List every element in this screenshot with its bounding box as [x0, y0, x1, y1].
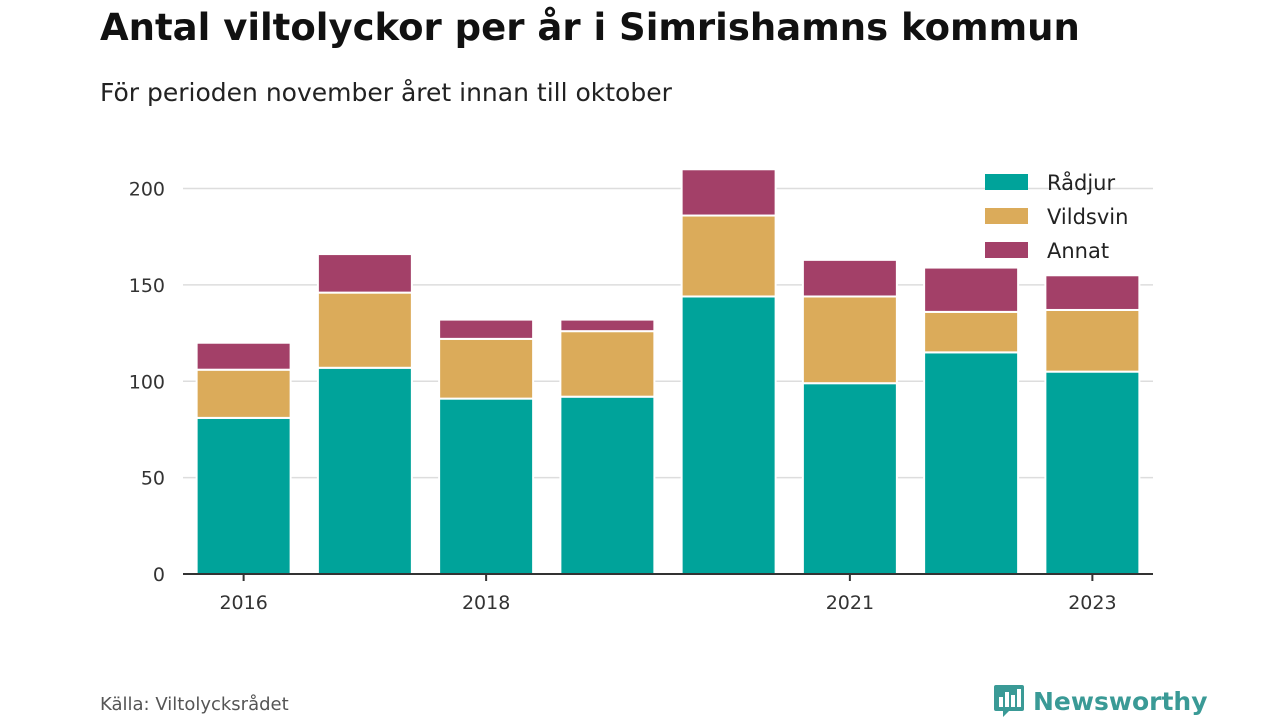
- bar-segment-annat-2018: [438, 318, 535, 340]
- brand-logo[interactable]: Newsworthy: [993, 683, 1208, 719]
- y-tick-label: 200: [129, 179, 165, 201]
- bar-segment-annat-2022: [923, 266, 1020, 313]
- y-tick-label: 0: [153, 564, 165, 586]
- legend-swatch-annat: [985, 242, 1028, 258]
- bar-segment-annat-2019: [559, 318, 656, 333]
- legend-swatch-r-djur: [985, 174, 1028, 190]
- y-tick-label: 50: [141, 468, 165, 490]
- legend: Rådjur Vildsvin Annat: [985, 170, 1128, 263]
- bar-segment-vildsvin-2023: [1044, 308, 1141, 373]
- bar-segment-vildsvin-2017: [316, 291, 413, 369]
- newsworthy-logo-icon: [994, 685, 1024, 717]
- x-tick-label: 2021: [826, 592, 874, 614]
- bar-segment-r-djur-2020: [680, 295, 777, 575]
- bar-segment-annat-2021: [801, 258, 898, 298]
- bar-segment-vildsvin-2016: [195, 368, 292, 419]
- legend-label: Annat: [1047, 239, 1109, 263]
- bar-segment-r-djur-2017: [316, 366, 413, 576]
- bar-segment-vildsvin-2021: [801, 295, 898, 385]
- source-note: Källa: Viltolycksrådet: [100, 694, 289, 715]
- bar-segment-annat-2016: [195, 341, 292, 371]
- x-tick-label: 2016: [219, 592, 267, 614]
- legend-label: Rådjur: [1047, 170, 1115, 195]
- brand-name: Newsworthy: [1033, 686, 1208, 716]
- bar-segment-r-djur-2019: [559, 395, 656, 576]
- chart-subtitle: För perioden november året innan till ok…: [100, 78, 672, 107]
- bar-segment-vildsvin-2019: [559, 330, 656, 398]
- axes: 0 50 100 150 200 2016 2018 2021 2023: [129, 179, 1153, 614]
- x-tick-label: 2018: [462, 592, 510, 614]
- bar-segment-annat-2017: [316, 253, 413, 294]
- y-tick-label: 150: [129, 275, 165, 297]
- bar-segment-vildsvin-2018: [438, 337, 535, 400]
- bar-segment-r-djur-2016: [195, 416, 292, 575]
- bar-segment-r-djur-2021: [801, 382, 898, 576]
- y-tick-label: 100: [129, 371, 165, 393]
- chart-title: Antal viltolyckor per år i Simrishamns k…: [100, 6, 1080, 49]
- bars: [195, 168, 1141, 576]
- legend-swatch-vildsvin: [985, 208, 1028, 224]
- bar-segment-annat-2020: [680, 168, 777, 217]
- bar-segment-r-djur-2018: [438, 397, 535, 576]
- bar-segment-vildsvin-2020: [680, 214, 777, 298]
- legend-label: Vildsvin: [1047, 205, 1128, 229]
- x-tick-label: 2023: [1068, 592, 1116, 614]
- bar-segment-r-djur-2022: [923, 351, 1020, 576]
- bar-segment-annat-2023: [1044, 274, 1141, 311]
- bar-segment-vildsvin-2022: [923, 310, 1020, 354]
- bar-segment-r-djur-2023: [1044, 370, 1141, 575]
